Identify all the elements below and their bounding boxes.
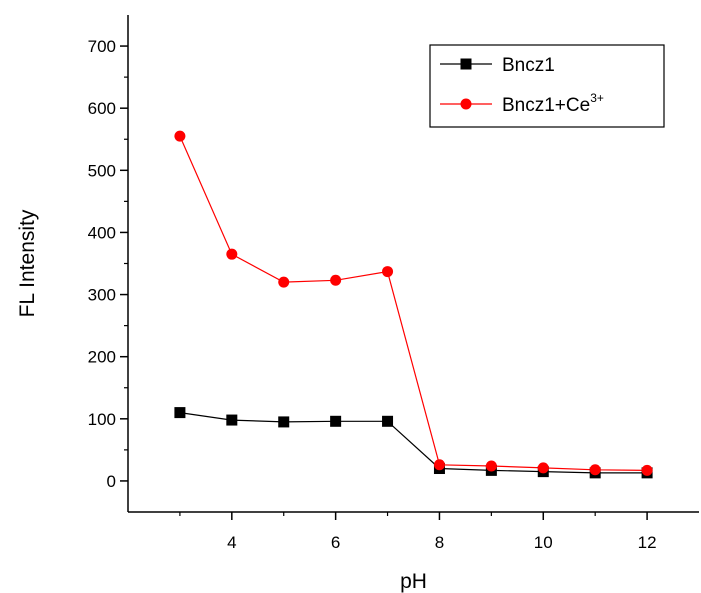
y-tick-label: 500 (88, 161, 116, 180)
axes: 0 100 200 300 400 500 600 700 4 6 8 10 12 (88, 15, 699, 552)
legend-label-1: Bncz1 (502, 55, 555, 76)
data-point-circle (382, 266, 394, 278)
legend-label-2: Bncz1+Ce3+ (502, 91, 604, 116)
data-point-circle (589, 464, 601, 476)
y-tick-label: 0 (107, 472, 116, 491)
data-point-circle (537, 462, 549, 474)
data-point-circle (433, 459, 445, 471)
data-point-square (226, 414, 238, 426)
data-point-circle (330, 274, 342, 286)
plot-markers (174, 130, 653, 479)
legend-marker-circle (460, 98, 472, 110)
data-point-square (278, 416, 290, 428)
y-tick-label: 700 (88, 37, 116, 56)
y-tick-label: 400 (88, 223, 116, 242)
data-point-circle (485, 460, 497, 472)
data-point-circle (174, 130, 186, 142)
data-point-circle (278, 276, 290, 288)
y-tick-label: 600 (88, 99, 116, 118)
x-tick-label: 6 (331, 533, 340, 552)
x-tick-label: 12 (638, 533, 657, 552)
x-tick-label: 8 (435, 533, 444, 552)
x-axis-title: pH (400, 570, 427, 593)
legend: Bncz1 Bncz1+Ce3+ (429, 44, 665, 128)
y-tick-label: 100 (88, 410, 116, 429)
data-point-square (330, 415, 342, 427)
x-tick-label: 4 (227, 533, 236, 552)
y-axis-title: FL Intensity (16, 209, 39, 317)
legend-marker-square (460, 58, 472, 70)
data-point-square (382, 415, 394, 427)
series-line-2 (179, 135, 648, 471)
y-tick-label: 200 (88, 348, 116, 367)
data-point-circle (641, 464, 653, 476)
data-point-square (174, 407, 186, 419)
data-point-circle (226, 248, 238, 260)
series-line-1 (179, 412, 648, 474)
y-tick-label: 300 (88, 286, 116, 305)
plot-lines (179, 135, 648, 474)
x-tick-label: 10 (534, 533, 553, 552)
